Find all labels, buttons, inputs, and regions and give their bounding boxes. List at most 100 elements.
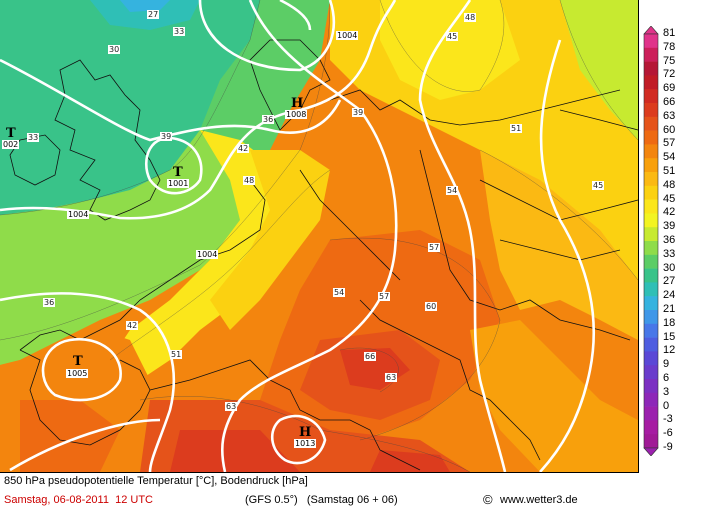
pressure-label: 1001 <box>167 179 190 188</box>
scale-value-label: -9 <box>663 441 673 453</box>
scale-value-label: 54 <box>663 151 676 164</box>
scale-color-cell <box>644 296 658 311</box>
scale-value-label: 18 <box>663 316 676 329</box>
scale-value-label: 42 <box>663 206 676 219</box>
isotherm-label: 60 <box>425 302 438 311</box>
scale-value-label: 27 <box>663 275 676 288</box>
low-pressure-marker: T <box>6 126 16 141</box>
scale-value-label: 30 <box>663 261 676 274</box>
scale-value-label: 81 <box>663 27 676 39</box>
pressure-label: 1005 <box>66 369 89 378</box>
isotherm-label: 27 <box>147 10 160 19</box>
pressure-label: 002 <box>2 140 20 149</box>
isotherm-label: 30 <box>108 45 121 54</box>
isotherm-label: 45 <box>446 32 459 41</box>
isotherm-label: 39 <box>352 108 365 117</box>
pressure-label: 1008 <box>285 110 308 119</box>
isobar-label: 1004 <box>336 31 359 40</box>
scale-color-cell <box>644 379 658 394</box>
scale-color-cell <box>644 241 658 256</box>
pressure-label: 1013 <box>294 439 317 448</box>
isotherm-label: 42 <box>237 144 250 153</box>
isotherm-label: 54 <box>333 288 346 297</box>
scale-color-cell <box>644 434 658 449</box>
scale-color-cell <box>644 337 658 352</box>
isotherm-label: 33 <box>173 27 186 36</box>
isotherm-label: 42 <box>126 321 139 330</box>
scale-value-label: 6 <box>663 372 670 384</box>
scale-color-cell <box>644 130 658 145</box>
isotherm-label: 63 <box>385 373 398 382</box>
scale-value-label: 0 <box>663 399 670 412</box>
scale-value-label: 75 <box>663 54 676 67</box>
scale-color-cell <box>644 103 658 118</box>
scale-color-cell <box>644 185 658 200</box>
isobar-label: 1004 <box>67 210 90 219</box>
weather-map: 27 30 33 33 36 36 39 39 42 42 45 45 48 4… <box>0 0 639 473</box>
scale-value-label: 48 <box>663 178 676 191</box>
scale-color-cell <box>644 75 658 90</box>
scale-value-label: 69 <box>663 82 676 95</box>
isobar-label: 1004 <box>196 250 219 259</box>
scale-value-label: 60 <box>663 123 676 136</box>
scale-color-cell <box>644 323 658 338</box>
isotherm-label: 45 <box>592 181 605 190</box>
model-info: (GFS 0.5°) (Samstag 06 + 06) <box>245 494 398 506</box>
scale-color-cell <box>644 158 658 173</box>
scale-color-cell <box>644 34 658 49</box>
scale-value-label: 15 <box>663 330 676 343</box>
scale-color-cell <box>644 47 658 62</box>
scale-value-label: 51 <box>663 165 676 177</box>
scale-color-cell <box>644 392 658 407</box>
scale-value-label: -6 <box>663 427 673 440</box>
scale-value-label: 78 <box>663 40 676 53</box>
website-link[interactable]: www.wetter3.de <box>500 494 578 506</box>
scale-color-cell <box>644 254 658 269</box>
scale-color-cell <box>644 213 658 228</box>
scale-value-label: 39 <box>663 220 676 233</box>
scale-value-label: 66 <box>663 96 676 108</box>
isotherm-label: 57 <box>428 243 441 252</box>
scale-color-cell <box>644 406 658 421</box>
scale-value-label: 9 <box>663 358 670 371</box>
scale-value-label: 72 <box>663 68 676 81</box>
low-pressure-marker: T <box>73 354 83 369</box>
scale-value-label: 33 <box>663 247 676 260</box>
scale-color-cell <box>644 227 658 242</box>
scale-bar <box>643 26 659 456</box>
scale-value-label: 12 <box>663 344 676 357</box>
isotherm-label: 48 <box>464 13 477 22</box>
isotherm-label: 66 <box>364 352 377 361</box>
isotherm-label: 36 <box>262 115 275 124</box>
valid-date: Samstag, 06-08-2011 12 UTC <box>4 494 153 506</box>
high-pressure-marker: H <box>291 96 304 111</box>
isotherm-label: 36 <box>43 298 56 307</box>
scale-color-cell <box>644 172 658 187</box>
isotherm-label: 63 <box>225 402 238 411</box>
scale-color-cell <box>644 310 658 325</box>
scale-color-cell <box>644 268 658 283</box>
scale-color-cell <box>644 351 658 366</box>
temperature-scale: 81 78 75 72 69 66 63 60 57 54 51 48 45 42 39 36 33 30 27 24… <box>641 26 704 456</box>
scale-value-label: 3 <box>663 385 670 398</box>
scale-color-cell <box>644 199 658 214</box>
isotherm-label: 54 <box>446 186 459 195</box>
copyright-icon: © <box>483 492 493 507</box>
scale-value-label: 45 <box>663 192 676 205</box>
scale-value-label: 57 <box>663 137 676 150</box>
isotherm-label: 48 <box>243 176 256 185</box>
low-pressure-marker: T <box>173 165 183 180</box>
scale-color-cell <box>644 282 658 297</box>
footer: 850 hPa pseudopotentielle Temperatur [°C… <box>0 473 638 513</box>
isotherm-label: 51 <box>170 350 183 359</box>
isotherm-label: 57 <box>378 292 391 301</box>
high-pressure-marker: H <box>299 425 312 440</box>
map-canvas <box>0 0 638 472</box>
isotherm-label: 33 <box>27 133 40 142</box>
map-description: 850 hPa pseudopotentielle Temperatur [°C… <box>4 475 308 487</box>
scale-color-cell <box>644 89 658 104</box>
scale-color-cell <box>644 365 658 380</box>
scale-value-label: -3 <box>663 413 673 426</box>
scale-color-cell <box>644 144 658 159</box>
scale-value-label: 24 <box>663 289 676 302</box>
